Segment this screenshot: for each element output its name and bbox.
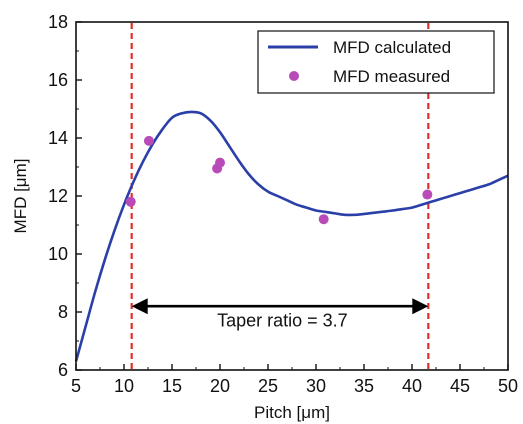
x-tick-label: 30 bbox=[306, 376, 326, 396]
x-tick-label: 25 bbox=[258, 376, 278, 396]
y-tick-label: 18 bbox=[48, 12, 68, 32]
y-axis-ticks: 6 8 10 12 14 16 18 bbox=[48, 12, 82, 380]
calculated-curve bbox=[74, 110, 509, 362]
measured-series bbox=[125, 135, 433, 225]
measured-point bbox=[318, 214, 329, 225]
y-axis-title: MFD [μm] bbox=[11, 159, 30, 234]
taper-annotation: Taper ratio = 3.7 bbox=[131, 298, 429, 331]
legend: MFD calculated MFD measured bbox=[257, 30, 495, 94]
y-tick-label: 12 bbox=[48, 186, 68, 206]
x-tick-label: 15 bbox=[162, 376, 182, 396]
y-tick-label: 6 bbox=[58, 360, 68, 380]
legend-label-measured: MFD measured bbox=[333, 67, 450, 86]
y-tick-label: 8 bbox=[58, 302, 68, 322]
x-tick-label: 50 bbox=[498, 376, 518, 396]
x-tick-label: 40 bbox=[402, 376, 422, 396]
measured-point bbox=[143, 135, 154, 146]
calculated-series bbox=[74, 110, 509, 362]
measured-point bbox=[125, 196, 136, 207]
x-tick-label: 45 bbox=[450, 376, 470, 396]
x-axis-ticks: 5 10 15 20 25 30 35 40 45 50 bbox=[71, 364, 518, 396]
measured-point bbox=[215, 157, 225, 168]
measured-point bbox=[422, 189, 433, 200]
y-tick-label: 14 bbox=[48, 128, 68, 148]
legend-label-calculated: MFD calculated bbox=[333, 38, 451, 57]
y-tick-label: 10 bbox=[48, 244, 68, 264]
arrow-head-right bbox=[412, 298, 429, 315]
x-tick-label: 35 bbox=[354, 376, 374, 396]
x-axis-title: Pitch [μm] bbox=[254, 403, 330, 422]
arrow-head-left bbox=[131, 298, 148, 315]
y-tick-label: 16 bbox=[48, 70, 68, 90]
legend-dot-swatch bbox=[289, 71, 299, 81]
x-tick-label: 20 bbox=[210, 376, 230, 396]
x-tick-label: 10 bbox=[114, 376, 134, 396]
x-tick-label: 5 bbox=[71, 376, 81, 396]
legend-box bbox=[257, 30, 495, 94]
taper-ratio-label: Taper ratio = 3.7 bbox=[217, 311, 348, 331]
